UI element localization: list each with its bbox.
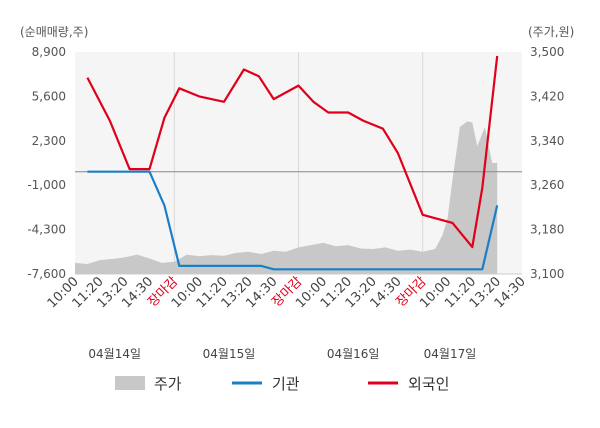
legend-label-institution: 기관 bbox=[272, 375, 300, 393]
left-tick-label: -4,300 bbox=[27, 223, 66, 237]
right-tick-label: 3,100 bbox=[530, 267, 564, 281]
legend-label-foreign: 외국인 bbox=[408, 375, 449, 393]
right-tick-label: 3,260 bbox=[530, 178, 564, 192]
foreign-line-layer bbox=[86, 55, 499, 249]
legend-label-price: 주가 bbox=[154, 375, 182, 393]
legend-swatch-price bbox=[115, 376, 145, 390]
date-label: 04월16일 bbox=[327, 347, 380, 361]
left-tick-label: -7,600 bbox=[27, 267, 66, 281]
series-foreign-line bbox=[86, 55, 499, 249]
left-tick-label: -1,000 bbox=[27, 178, 66, 192]
price-area-layer bbox=[75, 121, 498, 275]
date-labels: 04월14일 04월15일 04월16일 04월17일 bbox=[88, 347, 476, 361]
right-tick-label: 3,420 bbox=[530, 89, 564, 103]
series-price-area bbox=[75, 121, 498, 275]
left-tick-label: 8,900 bbox=[32, 45, 66, 59]
date-label: 04월14일 bbox=[88, 347, 141, 361]
series-institution-line bbox=[87, 170, 499, 271]
left-tick-label: 5,600 bbox=[32, 89, 66, 103]
date-label: 04월15일 bbox=[203, 347, 256, 361]
right-tick-label: 3,500 bbox=[530, 45, 564, 59]
x-tick-labels: 10:0011:2013:2014:30장마감10:0011:2013:2014… bbox=[45, 274, 529, 311]
right-axis-unit: (주가,원) bbox=[528, 25, 574, 39]
legend: 주가 기관 외국인 bbox=[115, 375, 449, 393]
institution-line-layer bbox=[87, 170, 499, 271]
date-label: 04월17일 bbox=[424, 347, 477, 361]
right-tick-label: 3,340 bbox=[530, 134, 564, 148]
left-tick-label: 2,300 bbox=[32, 134, 66, 148]
right-tick-label: 3,180 bbox=[530, 223, 564, 237]
axis-labels: (순매매량,주) (주가,원) 8,900 5,600 2,300 -1,000 -4,… bbox=[20, 25, 574, 281]
left-axis-unit: (순매매량,주) bbox=[20, 25, 88, 39]
